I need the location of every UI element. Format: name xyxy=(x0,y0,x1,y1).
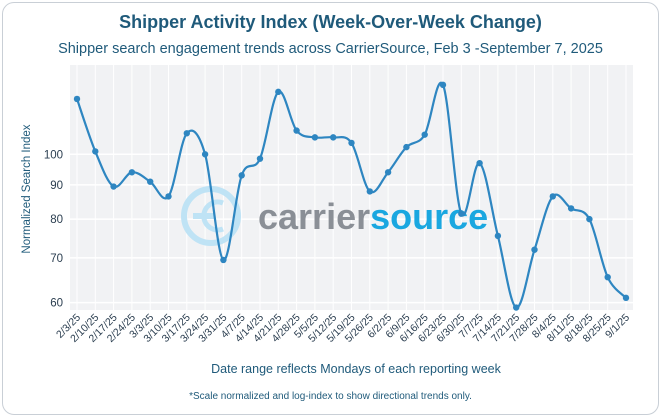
data-point xyxy=(238,172,245,179)
chart-subtitle: Shipper search engagement trends across … xyxy=(58,41,603,57)
data-point xyxy=(275,88,282,96)
data-points xyxy=(73,81,630,311)
data-point xyxy=(311,134,319,141)
x-axis-ticks: 2/3/252/10/252/17/252/24/253/3/253/10/25… xyxy=(54,312,632,345)
data-point xyxy=(201,151,209,158)
data-point xyxy=(366,188,373,195)
y-tick-label: 70 xyxy=(50,253,63,265)
watermark-text-source: source xyxy=(370,196,488,237)
data-point xyxy=(622,294,630,302)
data-point xyxy=(586,215,593,223)
data-point xyxy=(220,256,227,264)
data-point xyxy=(513,304,520,311)
data-point xyxy=(476,159,483,167)
data-point xyxy=(330,134,337,141)
y-tick-label: 100 xyxy=(44,149,63,161)
data-point xyxy=(183,130,190,137)
data-point xyxy=(110,183,117,190)
data-point xyxy=(458,210,465,217)
x-axis-label: Date range reflects Mondays of each repo… xyxy=(211,362,501,376)
data-point xyxy=(549,193,556,200)
data-point xyxy=(403,143,410,151)
y-axis-ticks: 60 70 80 90 100 xyxy=(44,149,63,309)
gridlines xyxy=(70,65,633,310)
data-point xyxy=(147,178,154,185)
watermark-text-carrier: carrier xyxy=(258,196,370,237)
data-point xyxy=(439,81,447,89)
y-tick-label: 60 xyxy=(50,298,63,310)
data-point xyxy=(73,95,81,103)
data-point xyxy=(531,246,538,253)
data-point xyxy=(421,131,428,138)
data-point xyxy=(92,148,99,155)
y-axis-label: Normalized Search Index xyxy=(21,124,33,253)
watermark-text: carriersource xyxy=(258,196,488,237)
data-point xyxy=(494,232,502,240)
data-point xyxy=(604,273,611,281)
data-point xyxy=(293,127,300,134)
y-tick-label: 90 xyxy=(50,180,63,192)
chart-title: Shipper Activity Index (Week-Over-Week C… xyxy=(119,12,542,32)
footnote: *Scale normalized and log-index to show … xyxy=(189,391,472,402)
data-point xyxy=(384,169,392,176)
data-point xyxy=(567,205,575,212)
data-point xyxy=(128,169,136,176)
data-point xyxy=(348,139,355,147)
y-tick-label: 80 xyxy=(50,214,63,226)
data-point xyxy=(165,193,172,200)
data-point xyxy=(256,155,264,162)
